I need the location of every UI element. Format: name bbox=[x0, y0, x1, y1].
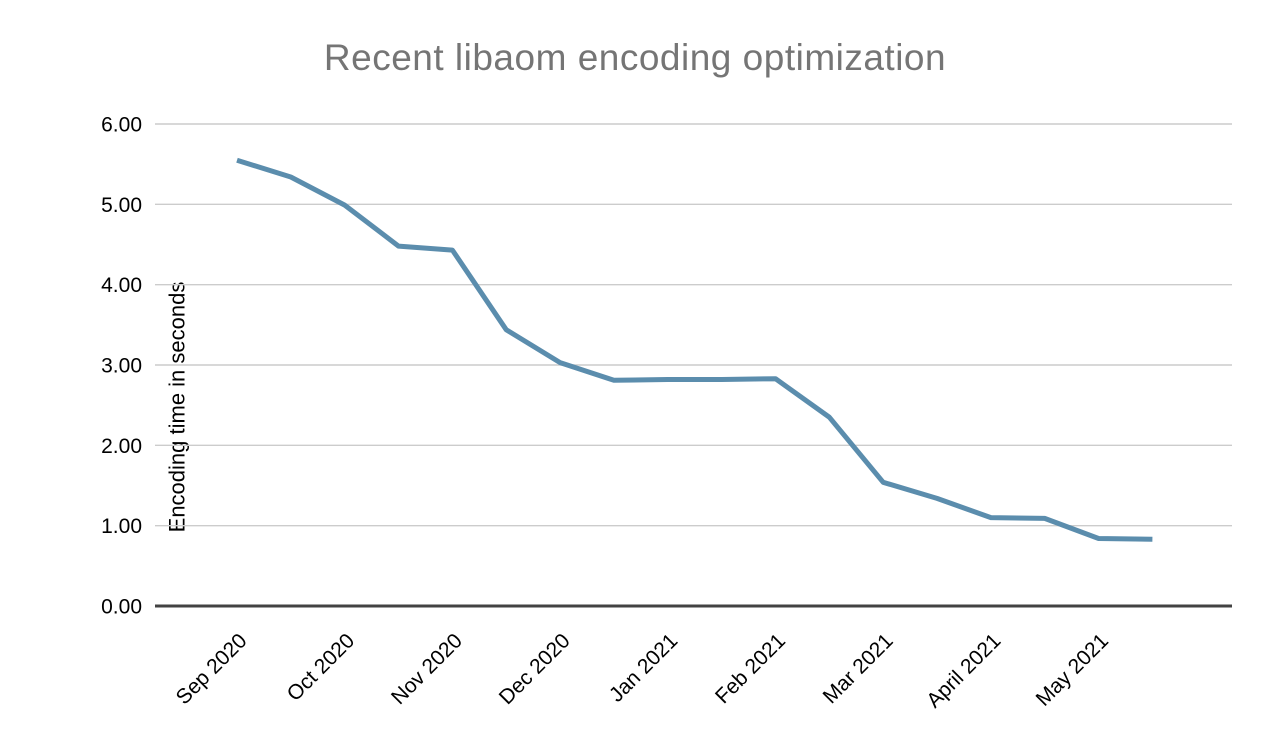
y-tick-label: 5.00 bbox=[101, 194, 142, 217]
y-tick-label: 2.00 bbox=[101, 435, 142, 458]
x-tick-label: Mar 2021 bbox=[819, 629, 898, 708]
x-tick-label: May 2021 bbox=[1032, 629, 1113, 710]
x-tick-label: April 2021 bbox=[922, 629, 1005, 712]
y-tick-label: 3.00 bbox=[101, 355, 142, 378]
x-tick-label: Oct 2020 bbox=[283, 629, 360, 706]
x-tick-label: Jan 2021 bbox=[605, 629, 682, 706]
y-tick-label: 6.00 bbox=[101, 114, 142, 137]
x-tick-label: Feb 2021 bbox=[711, 629, 790, 708]
y-tick-label: 0.00 bbox=[101, 596, 142, 619]
y-tick-label: 1.00 bbox=[101, 515, 142, 538]
x-tick-label: Sep 2020 bbox=[172, 629, 252, 709]
series-line bbox=[236, 157, 1153, 542]
y-tick-label: 4.00 bbox=[101, 274, 142, 297]
x-tick-label: Dec 2020 bbox=[495, 629, 575, 709]
chart-title: Recent libaom encoding optimization bbox=[323, 37, 947, 78]
x-tick-label: Nov 2020 bbox=[387, 629, 467, 709]
